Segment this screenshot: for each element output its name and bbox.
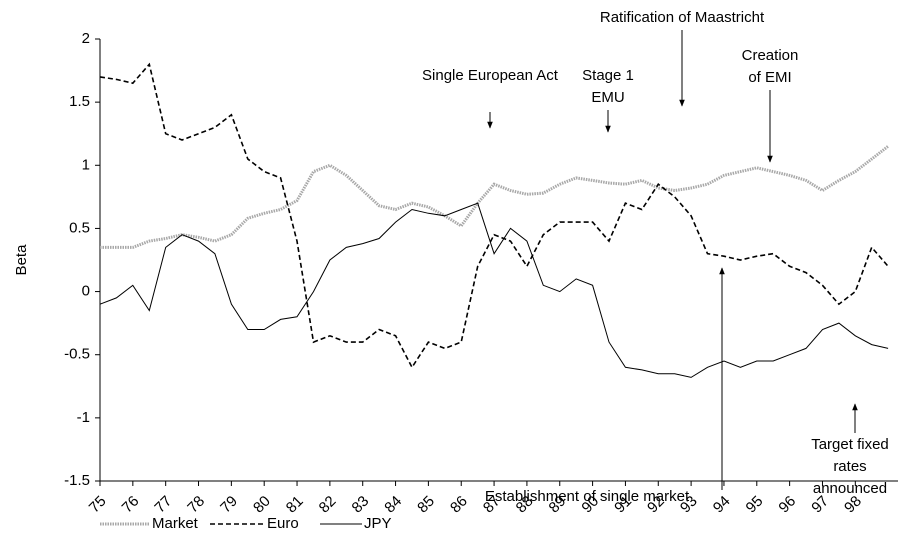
x-tick-label: 79 xyxy=(217,493,241,517)
x-tick-label: 80 xyxy=(250,493,274,517)
y-tick-label: -1 xyxy=(77,409,90,426)
annotation: Establishment of single market xyxy=(485,488,690,505)
legend-label: Euro xyxy=(267,515,299,532)
annotation: Ratification of Maastricht xyxy=(600,9,765,26)
x-tick-label: 94 xyxy=(710,493,734,517)
x-tick-label: 86 xyxy=(447,493,471,517)
annotation: EMU xyxy=(591,89,624,106)
legend-label: Market xyxy=(152,515,199,532)
line-series xyxy=(99,62,889,369)
annotation: rates xyxy=(833,458,866,475)
y-tick-label: -1.5 xyxy=(64,472,90,489)
x-tick-label: 84 xyxy=(381,493,405,517)
line-series xyxy=(99,202,889,378)
x-tick-label: 82 xyxy=(316,493,340,517)
y-axis-label: Beta xyxy=(13,244,30,276)
x-tick-label: 76 xyxy=(119,493,143,517)
annotation: of EMI xyxy=(748,69,791,86)
x-tick-label: 78 xyxy=(184,493,208,517)
x-tick-label: 81 xyxy=(283,493,307,517)
annotation: Stage 1 xyxy=(582,67,634,84)
y-tick-label: 1 xyxy=(82,156,90,173)
x-tick-label: 95 xyxy=(743,493,767,517)
y-tick-label: 0.5 xyxy=(69,219,90,236)
annotation: Single European Act xyxy=(422,67,559,84)
x-tick-label: 77 xyxy=(151,493,175,517)
y-tick-label: 0 xyxy=(82,283,90,300)
annotation: announced xyxy=(813,480,887,497)
annotation: Creation xyxy=(742,47,799,64)
annotation: Target fixed xyxy=(811,436,889,453)
x-tick-label: 83 xyxy=(349,493,373,517)
x-tick-label: 85 xyxy=(414,493,438,517)
y-tick-label: 2 xyxy=(82,30,90,47)
y-tick-label: 1.5 xyxy=(69,93,90,110)
x-tick-label: 96 xyxy=(775,493,799,517)
x-tick-label: 75 xyxy=(86,493,110,517)
line-series xyxy=(100,145,890,249)
legend-label: JPY xyxy=(364,515,392,532)
y-tick-label: -0.5 xyxy=(64,346,90,363)
